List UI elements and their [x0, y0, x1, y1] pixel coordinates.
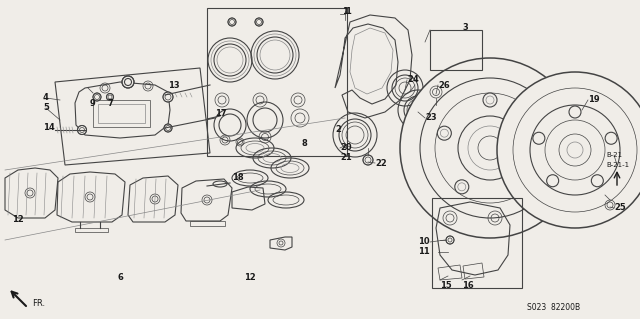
Circle shape — [533, 132, 545, 144]
Circle shape — [446, 236, 454, 244]
Text: 12: 12 — [244, 273, 256, 283]
Text: 20: 20 — [340, 144, 351, 152]
Text: 13: 13 — [168, 80, 180, 90]
Text: 15: 15 — [440, 280, 452, 290]
Circle shape — [255, 18, 263, 26]
Text: S023  82200B: S023 82200B — [527, 302, 580, 311]
Text: 2: 2 — [335, 125, 341, 135]
Text: 19: 19 — [588, 95, 600, 105]
Circle shape — [163, 92, 173, 102]
Text: 10: 10 — [419, 238, 430, 247]
Text: B-21: B-21 — [606, 152, 622, 158]
Text: FR.: FR. — [32, 299, 45, 308]
Circle shape — [400, 58, 580, 238]
Circle shape — [483, 93, 497, 107]
Circle shape — [591, 175, 604, 187]
Circle shape — [164, 124, 172, 132]
Text: B-21-1: B-21-1 — [606, 162, 629, 168]
Text: 17: 17 — [215, 108, 227, 117]
Text: 14: 14 — [43, 123, 55, 132]
Text: 9: 9 — [90, 99, 96, 108]
Text: 11: 11 — [419, 248, 430, 256]
Text: 8: 8 — [302, 139, 308, 149]
Circle shape — [106, 93, 113, 100]
Circle shape — [547, 175, 559, 187]
Text: 24: 24 — [407, 76, 419, 85]
Circle shape — [93, 93, 101, 101]
Text: 7: 7 — [107, 99, 113, 108]
Circle shape — [605, 132, 617, 144]
Text: 23: 23 — [425, 114, 436, 122]
Text: 18: 18 — [232, 174, 244, 182]
Circle shape — [455, 180, 468, 194]
Text: 12: 12 — [12, 216, 24, 225]
Text: 21: 21 — [340, 153, 352, 162]
Text: 1: 1 — [345, 6, 351, 16]
Text: 1: 1 — [342, 6, 348, 16]
Text: 22: 22 — [375, 159, 387, 167]
Text: 3: 3 — [462, 24, 468, 33]
Bar — [430, 30, 482, 70]
Bar — [207, 8, 347, 156]
Bar — [432, 198, 522, 288]
Circle shape — [363, 155, 373, 165]
Circle shape — [122, 76, 134, 88]
Circle shape — [228, 18, 236, 26]
Circle shape — [569, 106, 581, 118]
Circle shape — [437, 126, 451, 140]
Text: 26: 26 — [438, 80, 450, 90]
Circle shape — [511, 180, 525, 194]
Text: 16: 16 — [462, 280, 474, 290]
Circle shape — [497, 72, 640, 228]
Circle shape — [529, 126, 543, 140]
Text: 5: 5 — [43, 103, 49, 113]
Circle shape — [77, 125, 86, 135]
Text: 4: 4 — [43, 93, 49, 102]
Text: 6: 6 — [117, 273, 123, 283]
Text: 25: 25 — [614, 204, 626, 212]
